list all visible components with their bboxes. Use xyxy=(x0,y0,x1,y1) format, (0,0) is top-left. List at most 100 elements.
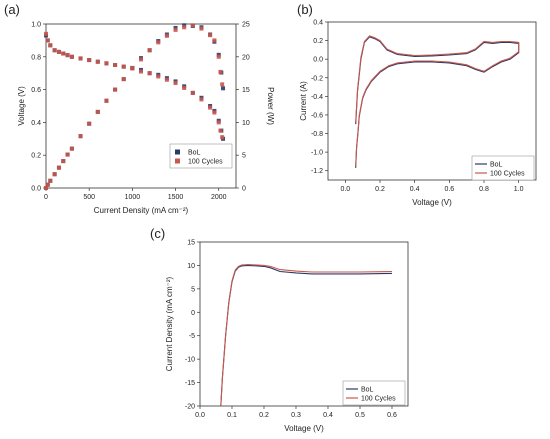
panel-a-point-s1-7 xyxy=(69,54,74,59)
panel-b-legend-label-0: BoL xyxy=(490,162,503,169)
panel-a-point-s1-22 xyxy=(199,97,204,102)
panel-a-point-s3-22 xyxy=(199,26,204,31)
panel-a-y2-axis-label: Power (W) xyxy=(266,87,275,125)
panel-a-point-s3-19 xyxy=(173,27,178,32)
panel-c-x-tick-label-2: 0.2 xyxy=(259,412,269,419)
panel-label-a: (a) xyxy=(4,2,20,17)
panel-a-point-s3-5 xyxy=(61,159,66,164)
panel-a-point-s1-20 xyxy=(182,85,187,90)
panel-a-point-s1-15 xyxy=(139,69,143,74)
panel-a-point-s3-14 xyxy=(130,65,135,70)
panel-a-point-s3-25 xyxy=(216,54,221,59)
panel-a-point-s1-21 xyxy=(190,90,195,95)
panel-c-legend-label-0: BoL xyxy=(361,387,374,394)
panel-a-point-s1-3 xyxy=(52,48,57,53)
panel-a-x-axis-label: Current Density (mA cm⁻²) xyxy=(94,206,189,215)
panel-b-x-tick-label-4: 0.8 xyxy=(479,186,489,193)
panel-c-legend-label-1: 100 Cycles xyxy=(361,396,396,403)
panel-a-legend-label-0: BoL xyxy=(188,150,201,157)
panel-a-legend-marker-1 xyxy=(175,158,180,164)
panel-c-x-tick-label-4: 0.4 xyxy=(323,412,333,419)
panel-c-y-tick-label-6: 10 xyxy=(187,263,195,270)
panel-c-y-tick-label-7: 15 xyxy=(187,240,195,247)
panel-a-y-axis-label: Voltage (V) xyxy=(17,86,26,126)
panel-b-legend-box xyxy=(471,155,535,181)
panel-c-x-axis-label: Voltage (V) xyxy=(284,424,324,433)
panel-b-x-tick-label-1: 0.2 xyxy=(375,186,385,193)
panel-a-point-s3-12 xyxy=(113,87,118,92)
panel-a-point-s3-17 xyxy=(156,40,161,45)
panel-a-legend-marker-0 xyxy=(175,149,180,155)
panel-c-legend-box xyxy=(342,380,406,406)
panel-c-series-line-1 xyxy=(220,263,393,407)
panel-a-point-s3-15 xyxy=(139,57,143,62)
panel-a-legend-box xyxy=(169,143,233,169)
panel-a-x-tick-label-4: 2000 xyxy=(211,194,227,201)
panel-a-point-s3-26 xyxy=(218,69,223,74)
panel-c-y-axis-label: Current Density (mA cm⁻²) xyxy=(165,276,174,371)
panel-c-x-tick-label-6: 0.6 xyxy=(387,412,397,419)
panel-c-y-tick-label-1: -15 xyxy=(185,380,195,387)
panel-c-plot-frame xyxy=(199,241,409,407)
panel-a-point-s3-9 xyxy=(87,121,92,126)
panel-b-x-tick-label-0: 0.0 xyxy=(340,186,350,193)
panel-a-point-s1-12 xyxy=(113,63,118,67)
panel-b-x-axis-label: Voltage (V) xyxy=(412,198,452,207)
panel-a-y2-tick-label-4: 20 xyxy=(242,54,250,61)
panel-a-point-s1-18 xyxy=(164,77,169,82)
panel-b-series-line-0 xyxy=(355,36,520,168)
panel-a-point-s1-11 xyxy=(104,61,109,66)
panel-a-point-s1-16 xyxy=(147,71,152,76)
panel-a-x-tick-label-3: 1500 xyxy=(168,194,184,201)
panel-a-point-s1-13 xyxy=(121,64,126,69)
panel-c-y-tick-label-5: 5 xyxy=(191,286,195,293)
panel-a-y2-tick-label-1: 5 xyxy=(242,153,246,160)
panel-a-point-s1-6 xyxy=(65,53,70,58)
panel-a-point-s1-2 xyxy=(48,43,53,48)
panel-b-y-tick-label-1: -1.0 xyxy=(311,150,323,157)
panel-a-point-s1-19 xyxy=(173,81,178,86)
panel-a-y-tick-label-3: 0.6 xyxy=(31,87,41,94)
panel-b-y-tick-label-5: -0.2 xyxy=(311,75,323,82)
panel-b-x-tick-label-5: 1.0 xyxy=(514,186,524,193)
panel-b-y-tick-label-3: -0.6 xyxy=(311,112,323,119)
panel-a-point-s1-24 xyxy=(212,110,217,115)
panel-c-y-tick-label-4: 0 xyxy=(191,310,195,317)
panel-a-point-s3-13 xyxy=(121,77,126,82)
panel-a-x-tick-label-2: 1000 xyxy=(125,194,141,201)
panel-b-series-line-1 xyxy=(355,35,520,167)
panel-a-point-s1-23 xyxy=(208,105,213,110)
panel-b-y-tick-label-4: -0.4 xyxy=(311,94,323,101)
panel-a-point-s1-27 xyxy=(220,135,225,140)
panel-a-point-s1-8 xyxy=(78,56,83,61)
panel-a-point-s1-10 xyxy=(95,59,100,64)
panel-b-x-tick-label-2: 0.4 xyxy=(410,186,420,193)
panel-a-point-s3-2 xyxy=(48,178,53,183)
panel-a-point-s3-21 xyxy=(190,23,195,28)
panel-b-plot-frame xyxy=(327,21,537,181)
panel-label-b: (b) xyxy=(297,2,313,17)
panel-a-point-s3-7 xyxy=(69,146,74,151)
panel-a-y-tick-label-5: 1.0 xyxy=(31,22,41,29)
panel-c-x-tick-label-1: 0.1 xyxy=(227,412,237,419)
panel-a-point-s3-10 xyxy=(95,109,100,114)
panel-a-point-s1-1 xyxy=(45,38,50,43)
panel-a-point-s3-0 xyxy=(44,186,48,190)
panel-a-point-s3-27 xyxy=(220,82,225,87)
panel-c-x-tick-label-3: 0.3 xyxy=(291,412,301,419)
panel-a-point-s3-16 xyxy=(147,48,152,53)
panel-b-y-tick-label-6: 0.0 xyxy=(313,57,323,64)
panel-a-y-tick-label-4: 0.8 xyxy=(31,54,41,61)
panel-c-y-tick-label-2: -10 xyxy=(185,357,195,364)
panel-a-y-tick-label-1: 0.2 xyxy=(31,153,41,160)
panel-a-point-s3-11 xyxy=(104,98,109,103)
panel-a-point-s1-17 xyxy=(156,74,161,79)
panel-a-point-s1-25 xyxy=(216,120,221,125)
panel-a-point-s3-8 xyxy=(78,134,83,139)
panel-a-point-s3-20 xyxy=(182,25,187,30)
panel-c-y-tick-label-0: -20 xyxy=(185,404,195,411)
panel-a-point-s3-24 xyxy=(212,38,217,43)
panel-a-point-s1-0 xyxy=(44,31,48,36)
panel-b-legend-label-1: 100 Cycles xyxy=(490,171,525,178)
panel-c-x-tick-label-5: 0.5 xyxy=(355,412,365,419)
